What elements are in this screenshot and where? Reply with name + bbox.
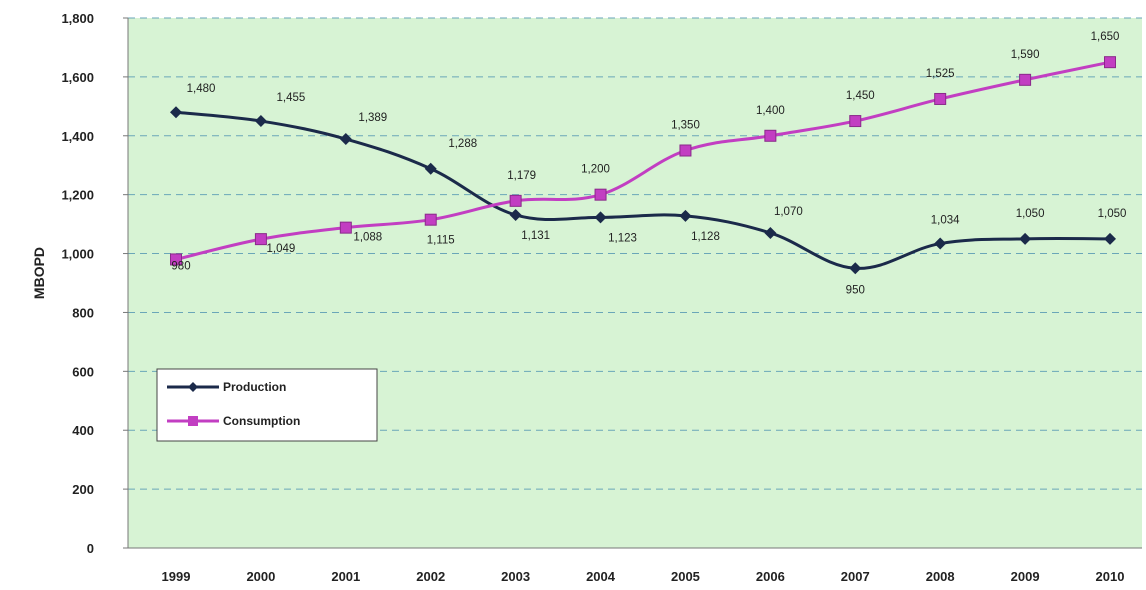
data-point — [594, 188, 607, 201]
data-point — [1019, 232, 1032, 245]
data-point — [339, 221, 352, 234]
data-label: 1,050 — [1016, 208, 1045, 220]
data-label: 1,179 — [507, 170, 536, 182]
data-point — [849, 262, 862, 275]
legend-item: Production — [167, 380, 286, 394]
data-point — [934, 92, 947, 105]
data-label: 1,034 — [931, 215, 960, 227]
x-tick-label: 2003 — [501, 569, 530, 584]
data-point — [679, 209, 692, 222]
data-label: 1,389 — [358, 112, 387, 124]
data-label: 950 — [846, 284, 865, 296]
data-point — [1019, 73, 1032, 86]
data-point — [1104, 232, 1116, 245]
data-label: 1,525 — [926, 68, 955, 80]
data-point — [679, 144, 692, 157]
x-tick-label: 2002 — [416, 569, 445, 584]
x-tick-label: 2008 — [926, 569, 955, 584]
legend-label: Production — [223, 380, 286, 394]
data-label: 1,049 — [267, 243, 296, 255]
data-point — [254, 115, 267, 128]
series-line — [175, 110, 1111, 270]
y-tick-label: 1,200 — [61, 188, 94, 203]
data-point — [170, 106, 182, 119]
x-tick-label: 2009 — [1011, 569, 1040, 584]
data-point — [509, 194, 522, 207]
data-label: 1,590 — [1011, 49, 1040, 61]
data-point — [424, 213, 437, 226]
x-tick-label: 2010 — [1096, 569, 1125, 584]
series: 1,480 1,455 1,389 1,288 1,131 1,123 1,128 1,070… — [170, 31, 1126, 296]
data-point — [1104, 56, 1116, 69]
series-line — [175, 60, 1111, 261]
x-tick-label: 2001 — [331, 569, 360, 584]
x-tick-label: 2005 — [671, 569, 700, 584]
data-label: 1,450 — [846, 90, 875, 102]
x-tick-label: 2000 — [246, 569, 275, 584]
y-tick-label: 1,000 — [61, 247, 94, 262]
data-label: 1,070 — [774, 206, 803, 218]
axes: 0 200 400 600 800 1,000 1,200 1,400 1,600 1,800 19… — [61, 11, 1142, 584]
y-tick-label: 800 — [72, 305, 94, 320]
legend-label: Consumption — [223, 414, 300, 428]
data-label: 1,131 — [521, 230, 550, 242]
legend-box — [156, 368, 378, 442]
data-point — [509, 208, 522, 221]
data-label: 1,115 — [427, 235, 455, 247]
data-label: 1,650 — [1091, 31, 1120, 43]
data-label: 1,480 — [187, 83, 216, 95]
data-point — [254, 233, 267, 246]
y-tick-label: 1,400 — [61, 129, 94, 144]
data-label: 1,288 — [448, 138, 477, 150]
data-label: 980 — [171, 260, 190, 272]
data-point — [764, 226, 777, 239]
data-point — [764, 129, 777, 142]
legend-item: Consumption — [167, 414, 300, 428]
data-point — [170, 253, 182, 266]
data-label: 1,050 — [1098, 208, 1127, 220]
data-label: 1,088 — [353, 232, 382, 244]
data-label: 1,200 — [581, 164, 610, 176]
series-production: 1,480 1,455 1,389 1,288 1,131 1,123 1,128 1,070… — [170, 83, 1126, 296]
data-label: 1,350 — [671, 120, 700, 132]
y-tick-label: 1,600 — [61, 70, 94, 85]
y-tick-label: 0 — [87, 541, 94, 556]
data-point — [594, 211, 607, 224]
series-consumption: 980 1,049 1,088 1,115 1,179 1,200 1,350 1,400 1,… — [170, 31, 1120, 272]
data-point — [424, 162, 437, 175]
x-tick-label: 2006 — [756, 569, 785, 584]
x-tick-label: 2004 — [586, 569, 616, 584]
y-tick-label: 1,800 — [61, 11, 94, 26]
plot-area — [128, 18, 1142, 548]
y-tick-label: 400 — [72, 423, 94, 438]
x-tick-label: 1999 — [162, 569, 191, 584]
data-label: 1,123 — [608, 232, 637, 244]
legend-swatch-marker — [188, 416, 198, 426]
data-point — [849, 115, 862, 128]
data-point — [934, 237, 947, 250]
data-label: 1,128 — [691, 231, 720, 243]
y-tick-label: 200 — [72, 482, 94, 497]
y-tick-label: 600 — [72, 364, 94, 379]
y-axis-title: MBOPD — [31, 247, 47, 299]
data-label: 1,455 — [277, 92, 306, 104]
data-label: 1,400 — [756, 105, 785, 117]
legend-swatch-marker — [188, 382, 198, 392]
data-point — [339, 133, 352, 146]
x-tick-label: 2007 — [841, 569, 870, 584]
legend: Production Consumption — [156, 368, 378, 442]
